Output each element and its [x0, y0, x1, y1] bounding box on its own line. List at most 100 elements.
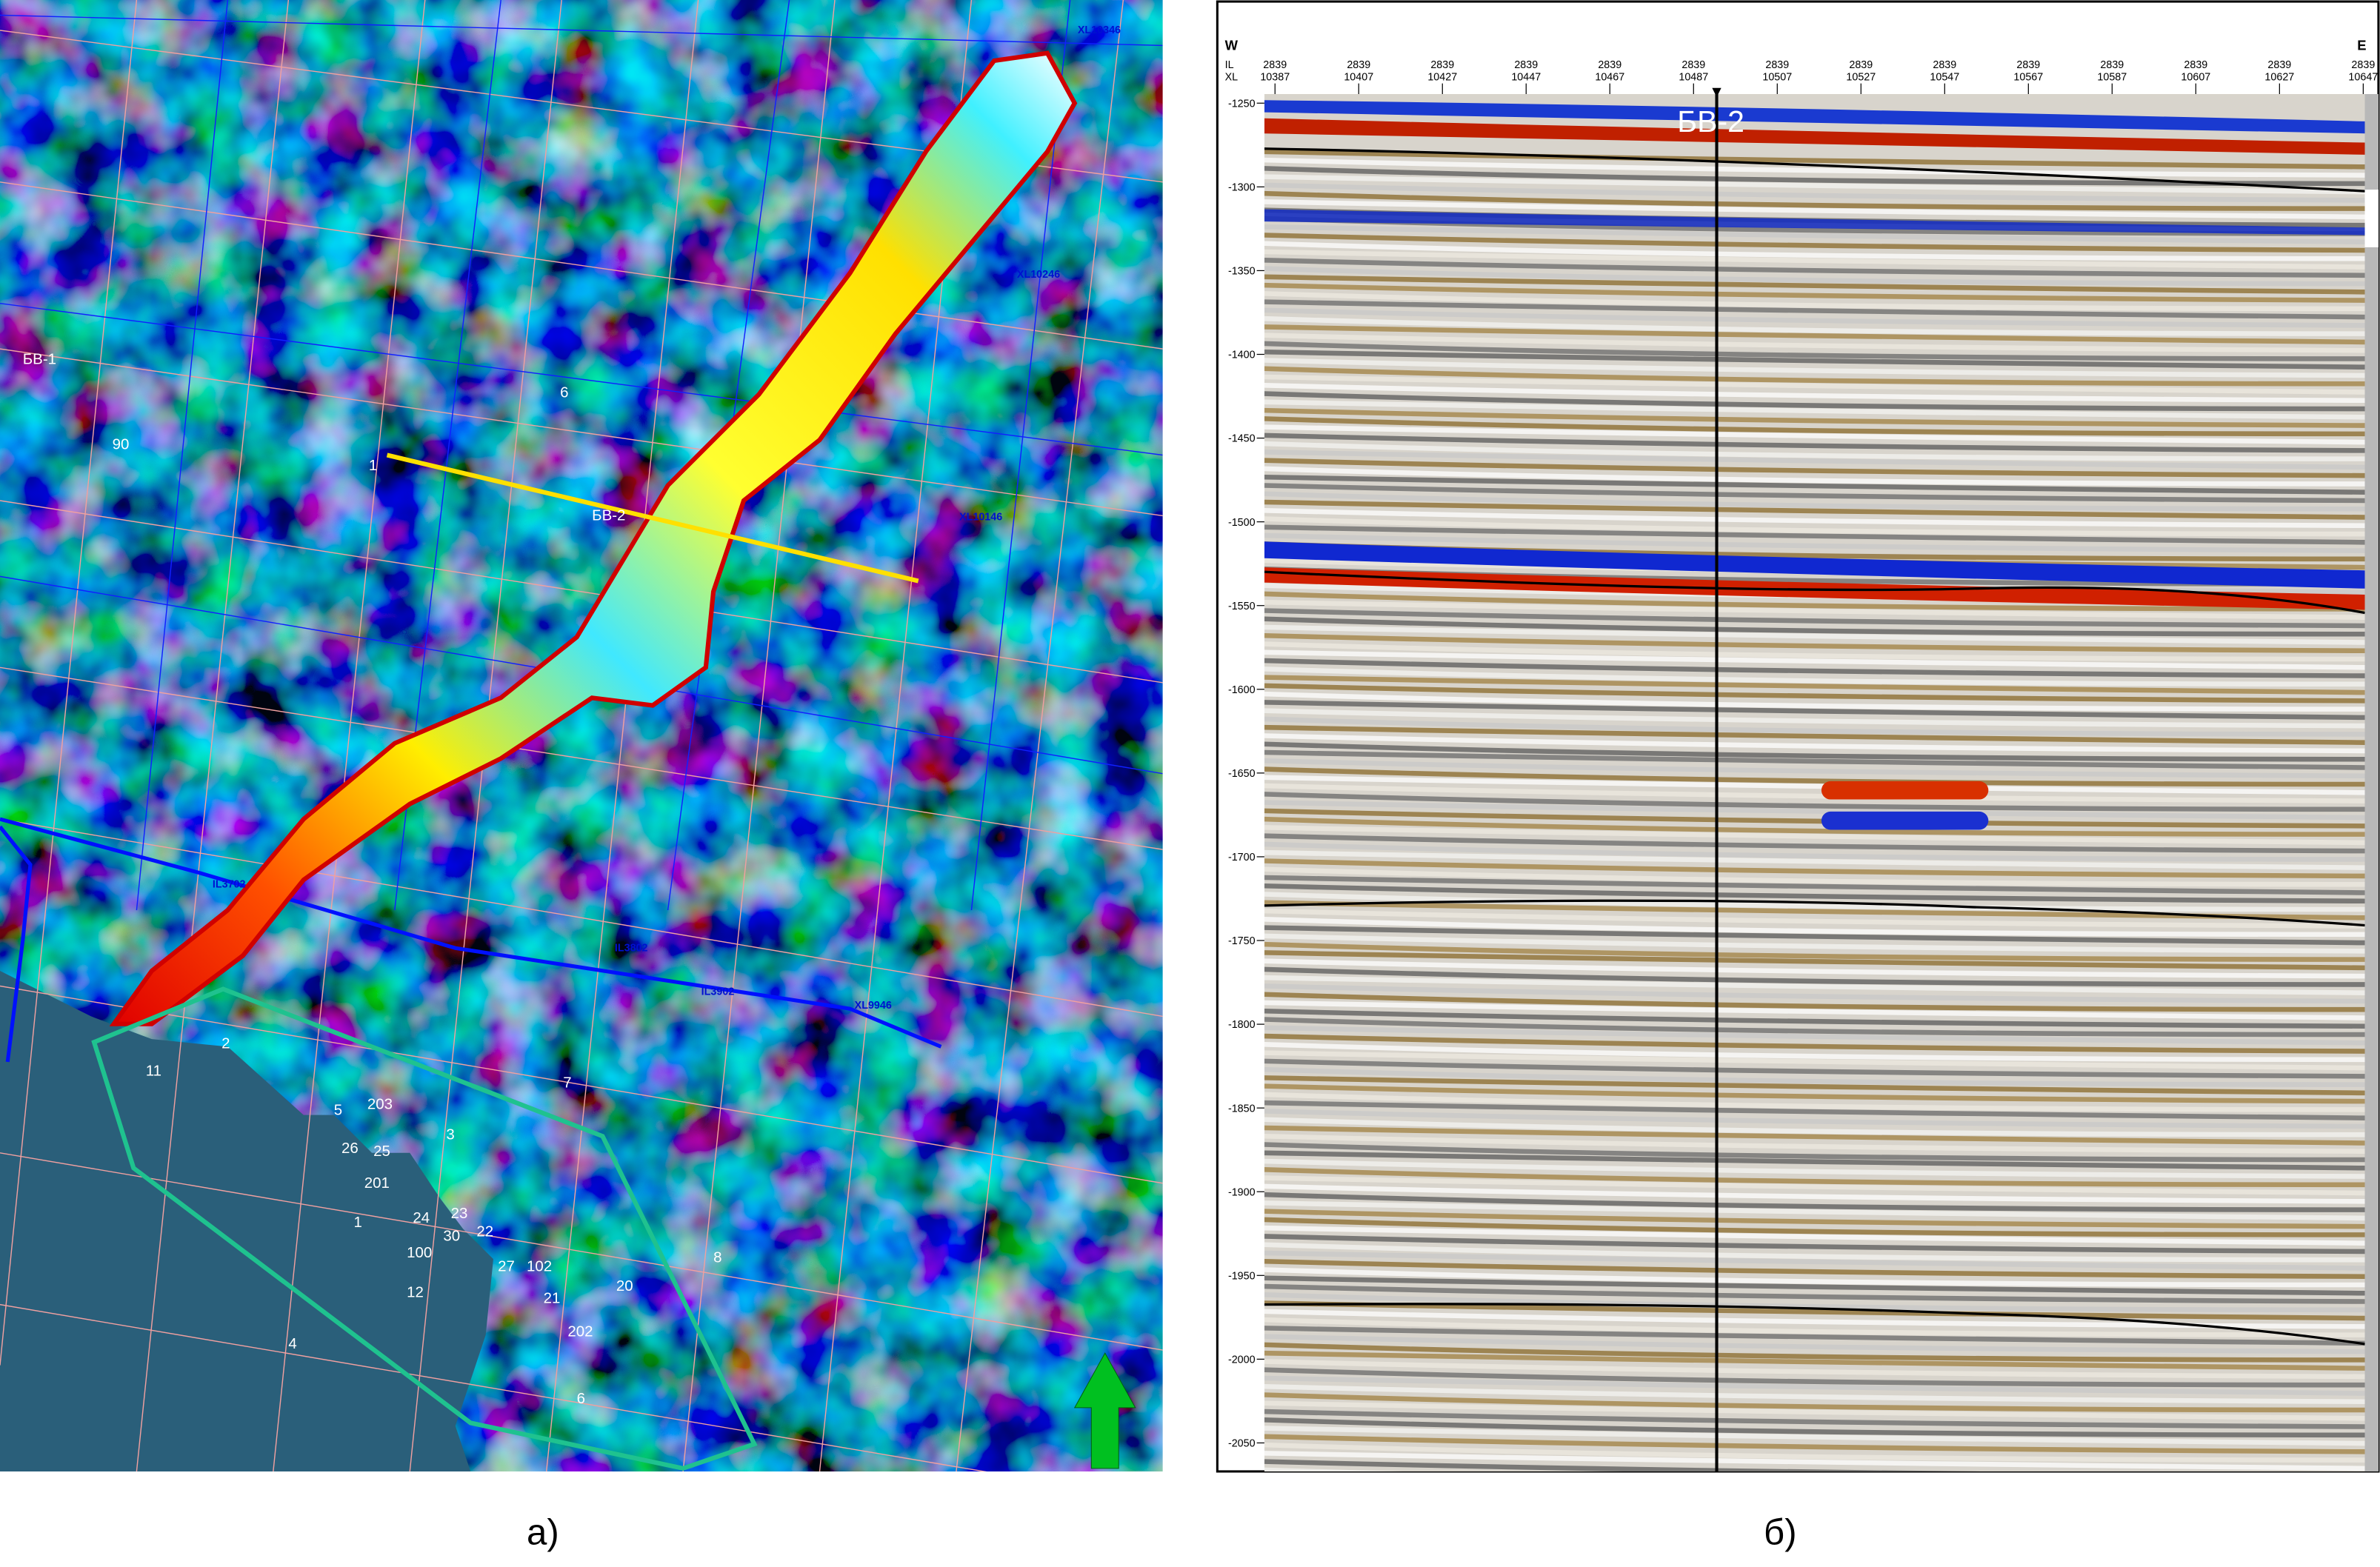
y-tick-label: -1600	[1228, 684, 1256, 696]
reflection-stripe	[1264, 299, 2365, 320]
reflection-stripe	[1264, 1478, 2365, 1493]
reflection-stripe	[1264, 1058, 2365, 1079]
well-label: 25	[373, 1143, 390, 1160]
reflection-stripe	[1264, 841, 2365, 862]
y-tick-label: -2050	[1228, 1438, 1256, 1450]
reflection-stripe	[1264, 875, 2365, 895]
attribute-map: XL10346 XL10246 XL10146 IL3702 IL3802 IL…	[0, 0, 1163, 1471]
reflection-stripe	[1264, 1167, 2365, 1188]
well-label: 6	[577, 1390, 585, 1407]
reflection-stripe	[1264, 1267, 2365, 1288]
grid-label: XL10246	[1017, 269, 1060, 281]
reflection-stripe	[1264, 491, 2365, 512]
reflection-stripe	[1264, 649, 2365, 670]
reflection-stripe	[1264, 1375, 2365, 1396]
reflection-stripe	[1264, 466, 2365, 487]
reflection-stripe	[1264, 450, 2365, 470]
seismic-section-panel: W E IL XL 283910387283910407283910427283…	[1216, 0, 2380, 1493]
y-tick-label: -1400	[1228, 350, 1256, 361]
well-label: 7	[563, 1075, 571, 1092]
grid-lines-pink	[0, 0, 1163, 1471]
reflection-stripe	[1264, 883, 2365, 904]
reflection-stripe	[1264, 724, 2365, 745]
reflection-stripe	[1264, 766, 2365, 787]
x-tick-xl: 10387	[1260, 72, 1290, 84]
reflection-stripe	[1264, 700, 2365, 721]
reflection-stripe	[1264, 1158, 2365, 1179]
x-tick-il: 2839	[1514, 59, 1538, 71]
x-tick-xl: 10547	[1930, 72, 1959, 84]
y-tick-label: -1850	[1228, 1103, 1256, 1115]
anomaly-blue	[1821, 811, 1989, 830]
x-tick-il: 2839	[2100, 59, 2124, 71]
reflection-stripe	[1264, 282, 2365, 303]
well-label: 5	[334, 1102, 342, 1119]
y-tick-label: -1450	[1228, 433, 1256, 445]
reflection-stripe	[1264, 1442, 2365, 1463]
reflection-stripe	[1264, 1109, 2365, 1129]
y-tick-label: -1650	[1228, 768, 1256, 780]
reflection-stripe	[1264, 391, 2365, 412]
grid-labels: XL10346 XL10246 XL10146 IL3702 IL3802 IL…	[213, 24, 1121, 1012]
well-label: 27	[498, 1258, 515, 1275]
reflection-stripe	[1264, 249, 2365, 270]
reflection-stripe	[1264, 1175, 2365, 1196]
reflection-stripe	[1264, 441, 2365, 461]
reflection-stripe	[1264, 833, 2365, 854]
well-label: 202	[567, 1323, 593, 1340]
reflection-stripe	[1264, 1451, 2365, 1471]
y-tick-label: -1250	[1228, 98, 1256, 110]
reflection-stripe	[1264, 1183, 2365, 1204]
y-tick-label: -1550	[1228, 601, 1256, 612]
west-label: W	[1225, 38, 1239, 53]
x-tick-il: 2839	[1263, 59, 1287, 71]
reflection-stripe	[1264, 1050, 2365, 1071]
reflection-stripe	[1264, 1426, 2365, 1446]
reflection-stripe	[1264, 691, 2365, 712]
x-tick-il: 2839	[2016, 59, 2040, 71]
reflection-stripe	[1264, 1242, 2365, 1263]
well-label-section: БВ-2	[1677, 104, 1744, 138]
reflection-stripe	[1264, 1150, 2365, 1171]
reflection-stripe	[1264, 1066, 2365, 1087]
reflection-stripe	[1264, 1250, 2365, 1271]
reflector-blue-2	[1264, 209, 2365, 235]
reflection-stripe	[1264, 190, 2365, 211]
north-arrow-icon	[1073, 1352, 1136, 1469]
y-tick-label: -1950	[1228, 1270, 1256, 1282]
reflection-stripe	[1264, 917, 2365, 938]
reflection-stripe	[1264, 333, 2365, 353]
reflection-stripe	[1264, 783, 2365, 803]
reflection-stripe	[1264, 1075, 2365, 1096]
well-label: 12	[407, 1283, 424, 1300]
reflection-stripe	[1264, 1326, 2365, 1346]
well-label: 6	[560, 384, 568, 401]
reflection-stripe	[1264, 1359, 2365, 1380]
well-label: 201	[364, 1175, 390, 1192]
reflection-stripe	[1264, 849, 2365, 870]
reflection-stripe	[1264, 966, 2365, 987]
well-label: 2	[221, 1035, 230, 1052]
reflection-stripe	[1264, 1283, 2365, 1304]
y-tick-label: -1700	[1228, 852, 1256, 863]
reflection-stripe	[1264, 1033, 2365, 1054]
well-label: 20	[616, 1277, 633, 1294]
reflection-stripe	[1264, 892, 2365, 912]
reflector-red-top	[1264, 118, 2365, 155]
scrollbar-thumb[interactable]	[2364, 190, 2379, 247]
il-axis-label: IL	[1225, 59, 1234, 71]
scrollbar-track[interactable]	[2364, 94, 2379, 1471]
reflection-stripe	[1264, 1292, 2365, 1313]
reflection-stripe	[1264, 233, 2365, 253]
reflection-stripe	[1264, 1100, 2365, 1120]
well-label: 11	[146, 1062, 161, 1079]
y-tick-label: -1300	[1228, 181, 1256, 193]
x-tick-il: 2839	[1849, 59, 1873, 71]
reflection-stripe	[1264, 1309, 2365, 1329]
reflection-stripe	[1264, 1342, 2365, 1363]
reflection-stripe	[1264, 241, 2365, 261]
reflection-stripe	[1264, 1008, 2365, 1029]
reflection-stripe	[1264, 258, 2365, 278]
well-label: 26	[341, 1140, 359, 1157]
